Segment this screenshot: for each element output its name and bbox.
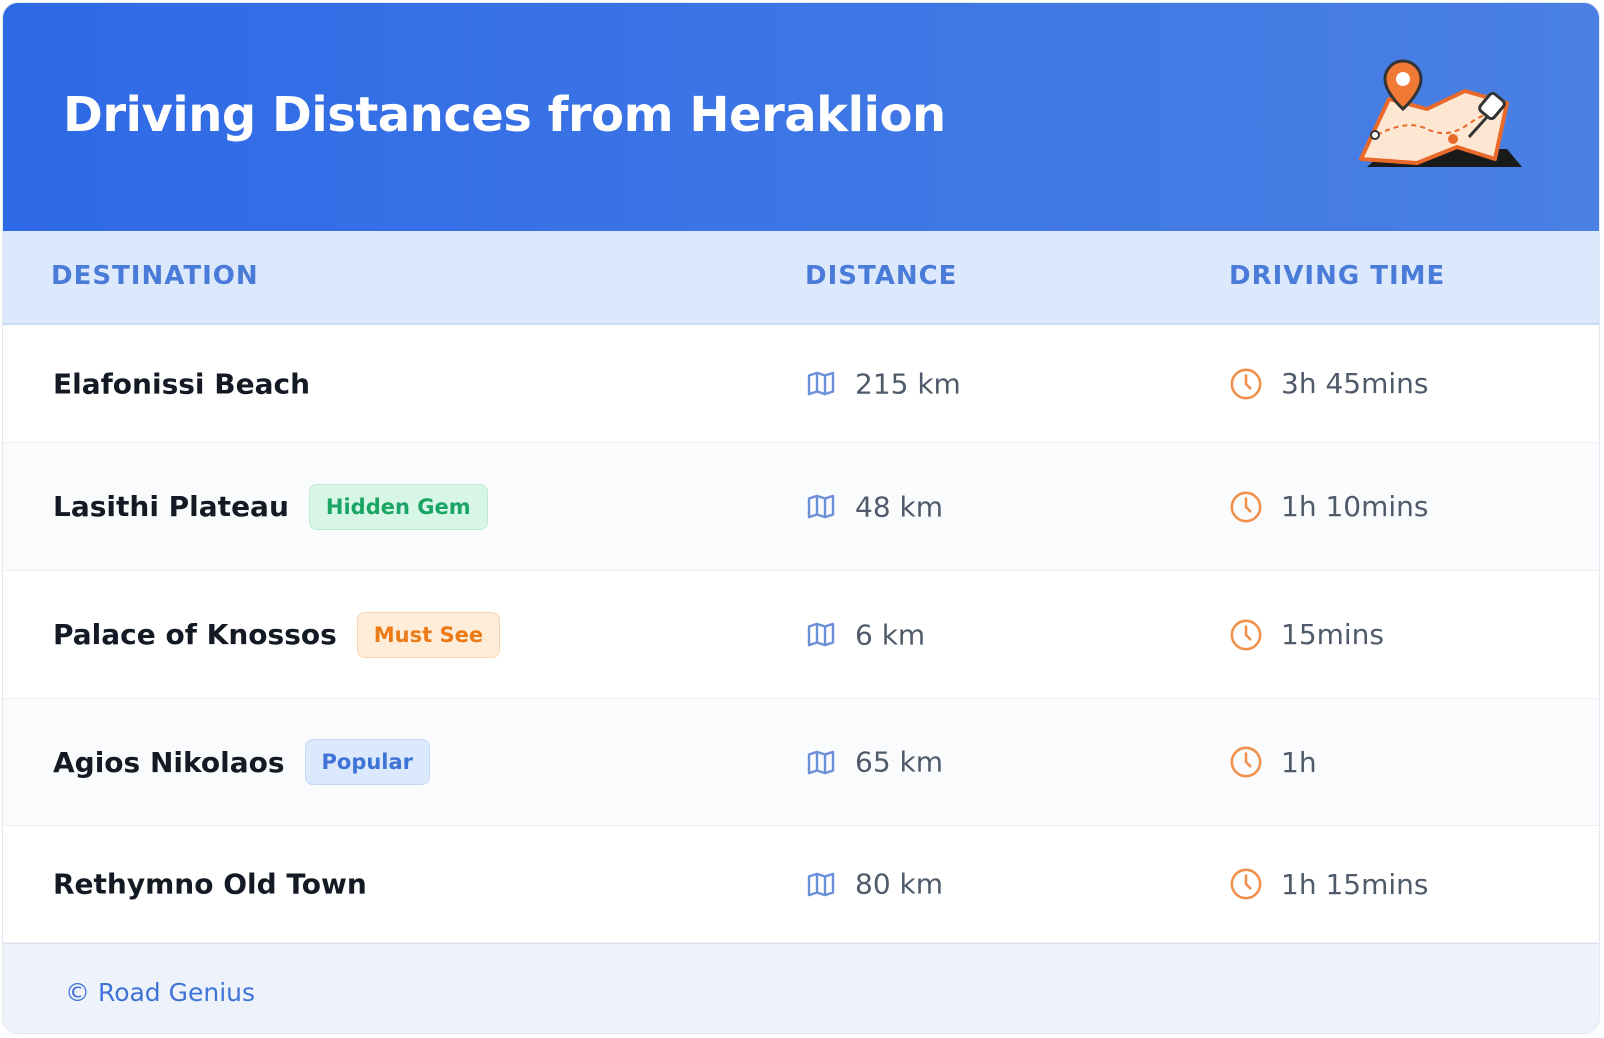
- clock-icon: [1230, 491, 1262, 522]
- destination: Rethymno Old Town: [53, 867, 367, 901]
- column-label: DISTANCE: [805, 261, 958, 291]
- destination-cell: Rethymno Old Town: [53, 868, 367, 901]
- footer: © Road Genius: [3, 943, 1599, 1033]
- time-cell: 3h 45mins: [1229, 367, 1428, 401]
- clock-icon: [1230, 368, 1262, 399]
- map-icon: [807, 371, 835, 396]
- driving-time: 1h 15mins: [1281, 867, 1429, 901]
- clock-icon: [1230, 619, 1262, 650]
- header: Driving Distances from Heraklion: [3, 3, 1599, 231]
- destination-cell: Elafonissi Beach: [53, 367, 310, 400]
- table-row: Lasithi Plateau Hidden Gem 48 km 1h 10mins: [3, 443, 1599, 571]
- distance-cell: 6 km: [805, 618, 925, 651]
- time-cell: 1h 15mins: [1229, 867, 1428, 901]
- destination-cell: Palace of Knossos Must See: [53, 611, 501, 658]
- driving-time: 3h 45mins: [1281, 367, 1429, 400]
- column-label: DESTINATION: [51, 261, 259, 291]
- clock-icon: [1230, 746, 1262, 778]
- driving-time: 15mins: [1281, 618, 1385, 651]
- distance: 6 km: [855, 618, 926, 651]
- table-row: Palace of Knossos Must See 6 km 15mins: [3, 571, 1599, 699]
- destination: Elafonissi Beach: [53, 367, 311, 400]
- badge: Popular: [304, 739, 431, 785]
- map-icon: [807, 872, 835, 896]
- column-header: DESTINATION DISTANCE DRIVING TIME: [3, 231, 1599, 325]
- map-icon: [807, 622, 835, 647]
- driving-time: 1h 10mins: [1281, 490, 1429, 523]
- destination: Palace of Knossos: [53, 618, 337, 651]
- table-row: Rethymno Old Town 80 km 1h 15mins: [3, 826, 1599, 943]
- table-row: Elafonissi Beach 215 km 3h 45mins: [3, 325, 1599, 443]
- badge: Hidden Gem: [308, 483, 488, 530]
- footer-text: © Road Genius: [65, 978, 256, 1007]
- distance: 80 km: [855, 867, 944, 901]
- destination: Agios Nikolaos: [53, 745, 285, 779]
- distance: 215 km: [855, 367, 961, 400]
- map-icon: [807, 750, 835, 774]
- time-cell: 15mins: [1229, 618, 1384, 652]
- distance: 65 km: [855, 745, 944, 779]
- time-cell: 1h 10mins: [1229, 490, 1428, 524]
- map-illustration: [1359, 59, 1522, 167]
- badge: Must See: [356, 611, 501, 658]
- driving-time: 1h: [1281, 745, 1317, 779]
- distance-cell: 48 km: [805, 490, 943, 523]
- distance-cell: 65 km: [805, 746, 943, 779]
- clock-icon: [1230, 868, 1262, 900]
- time-cell: 1h: [1229, 745, 1317, 779]
- map-icon: [807, 494, 835, 519]
- table-row: Agios Nikolaos Popular 65 km 1h: [3, 699, 1599, 826]
- title: Driving Distances from Heraklion: [63, 87, 946, 143]
- destination-cell: Agios Nikolaos Popular: [53, 739, 431, 785]
- column-label: DRIVING TIME: [1229, 261, 1446, 291]
- destination: Lasithi Plateau: [53, 490, 289, 523]
- destination-cell: Lasithi Plateau Hidden Gem: [53, 483, 488, 530]
- distance-cell: 80 km: [805, 868, 943, 901]
- distance-cell: 215 km: [805, 367, 961, 400]
- distance: 48 km: [855, 490, 944, 523]
